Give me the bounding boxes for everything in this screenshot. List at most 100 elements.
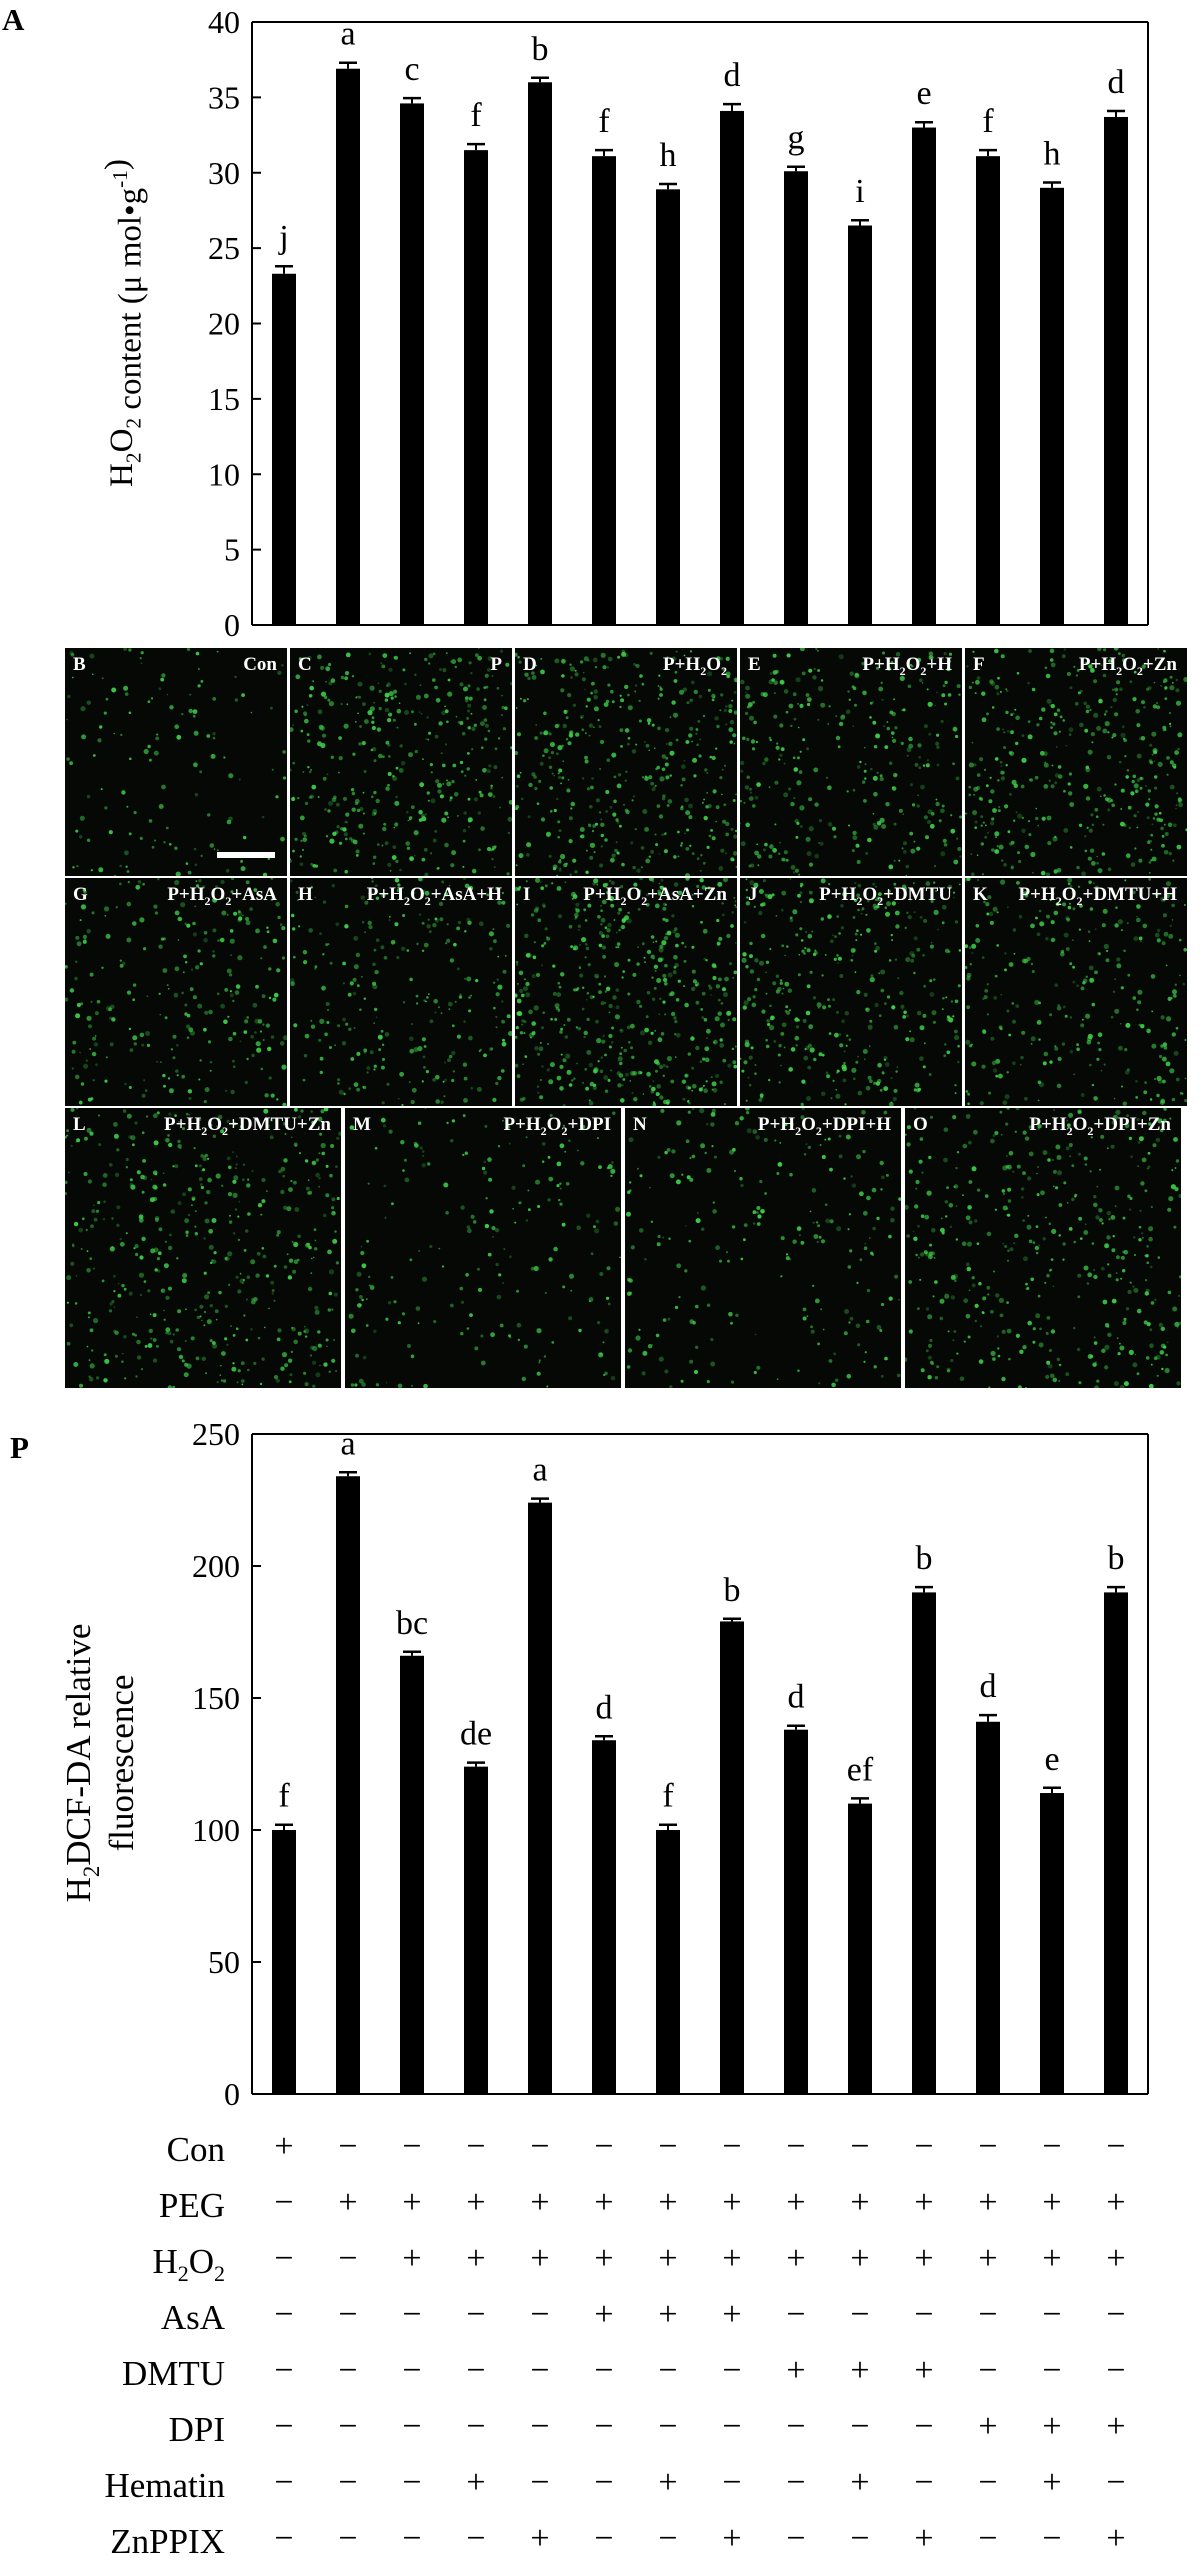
y-tick-label: 35 bbox=[208, 79, 240, 115]
y-tick-label: 100 bbox=[192, 1812, 240, 1848]
y-tick-label: 40 bbox=[208, 4, 240, 40]
micrograph-label: P+H2O2+DPI bbox=[503, 1114, 611, 1138]
treatment-sign: + bbox=[1042, 2464, 1062, 2501]
fluorescence-dots bbox=[348, 1108, 621, 1388]
treatment-sign: − bbox=[914, 2296, 934, 2333]
treatment-sign: + bbox=[658, 2296, 678, 2333]
micrograph-e: E P+H2O2+H bbox=[740, 648, 962, 876]
treatment-sign: + bbox=[850, 2240, 870, 2277]
treatment-sign: − bbox=[658, 2408, 678, 2445]
y-tick-label: 30 bbox=[208, 155, 240, 191]
treatment-sign: − bbox=[1106, 2464, 1126, 2501]
micrograph-letter: B bbox=[73, 654, 86, 675]
treatment-sign: − bbox=[722, 2128, 742, 2165]
significance-letter: h bbox=[660, 137, 677, 174]
micrograph-b: B Con bbox=[65, 648, 287, 876]
treatment-sign: + bbox=[1106, 2408, 1126, 2445]
treatment-sign: + bbox=[658, 2240, 678, 2277]
significance-letter: d bbox=[724, 57, 741, 94]
y-tick-label: 5 bbox=[224, 532, 240, 568]
bar-p-h2o2-asa bbox=[592, 156, 616, 626]
treatment-name-dpi: DPI bbox=[168, 2410, 225, 2449]
treatment-sign: − bbox=[466, 2128, 486, 2165]
treatment-sign: − bbox=[658, 2352, 678, 2389]
treatment-sign: − bbox=[594, 2408, 614, 2445]
bar-p-h2o2-zn bbox=[528, 82, 552, 626]
y-tick-label: 0 bbox=[224, 607, 240, 640]
treatment-sign: − bbox=[274, 2520, 294, 2557]
micrograph-label: P+H2O2+DMTU+H bbox=[1018, 884, 1177, 908]
y-tick-label: 25 bbox=[208, 230, 240, 266]
panel-tag-a: A bbox=[2, 2, 25, 37]
fluorescence-dots bbox=[290, 878, 512, 1106]
treatment-sign: − bbox=[914, 2408, 934, 2445]
micrograph-label: Con bbox=[243, 654, 277, 675]
bar-p-h2o2 bbox=[400, 103, 424, 625]
fluorescence-dots bbox=[965, 648, 1187, 876]
micrograph-g: G P+H2O2+AsA bbox=[65, 878, 287, 1106]
treatment-sign: − bbox=[338, 2520, 358, 2557]
treatment-sign: − bbox=[530, 2352, 550, 2389]
treatment-sign: + bbox=[530, 2520, 550, 2557]
significance-letter: d bbox=[596, 1689, 613, 1726]
micrograph-letter: D bbox=[523, 654, 537, 675]
treatment-sign: − bbox=[274, 2184, 294, 2221]
bar-p-h2o2-dmtu-zn bbox=[912, 127, 936, 626]
treatment-sign: + bbox=[466, 2240, 486, 2277]
treatment-sign: − bbox=[1106, 2128, 1126, 2165]
fluorescence-dots bbox=[65, 1108, 341, 1388]
treatment-sign: − bbox=[786, 2128, 806, 2165]
treatment-sign: + bbox=[594, 2184, 614, 2221]
treatment-sign: − bbox=[786, 2296, 806, 2333]
treatment-sign: + bbox=[850, 2464, 870, 2501]
treatment-name-peg: PEG bbox=[158, 2186, 225, 2225]
treatment-sign: − bbox=[594, 2352, 614, 2389]
micrograph-label: P+H2O2+H bbox=[862, 654, 952, 678]
bar-p-h2o2-asa-zn bbox=[720, 1621, 744, 2094]
treatment-sign: − bbox=[658, 2128, 678, 2165]
bar-p-h2o2-dpi bbox=[976, 156, 1000, 626]
panel-tag-p: P bbox=[10, 1430, 29, 1465]
fluorescence-dots bbox=[66, 648, 287, 876]
significance-letter: de bbox=[460, 1716, 492, 1753]
bar-p-h2o2-dmtu-zn bbox=[912, 1592, 936, 2094]
treatment-sign: − bbox=[274, 2464, 294, 2501]
treatment-sign: + bbox=[722, 2520, 742, 2557]
treatment-sign: − bbox=[338, 2128, 358, 2165]
treatment-sign: − bbox=[338, 2240, 358, 2277]
micrograph-letter: G bbox=[73, 884, 88, 905]
significance-letter: bc bbox=[396, 1605, 428, 1642]
treatment-sign: + bbox=[658, 2184, 678, 2221]
treatment-sign: − bbox=[914, 2464, 934, 2501]
treatment-sign: − bbox=[850, 2520, 870, 2557]
treatment-sign: − bbox=[1106, 2352, 1126, 2389]
micrograph-label: P+H2O2+DMTU+Zn bbox=[164, 1114, 331, 1138]
treatment-sign: + bbox=[1106, 2520, 1126, 2557]
treatment-sign: + bbox=[1106, 2184, 1126, 2221]
y-tick-label: 0 bbox=[224, 2076, 240, 2110]
treatment-sign: − bbox=[722, 2464, 742, 2501]
treatment-sign: − bbox=[466, 2352, 486, 2389]
significance-letter: g bbox=[788, 120, 805, 157]
micrograph-label: P+H2O2+AsA bbox=[167, 884, 277, 908]
treatment-sign: − bbox=[338, 2352, 358, 2389]
treatment-sign: + bbox=[1042, 2408, 1062, 2445]
y-tick-label: 50 bbox=[208, 1944, 240, 1980]
bar-p-h2o2-dmtu-h bbox=[848, 1803, 872, 2094]
micrograph-letter: N bbox=[633, 1114, 647, 1135]
treatment-sign: − bbox=[402, 2352, 422, 2389]
significance-letter: h bbox=[1044, 136, 1061, 173]
fluorescence-dots bbox=[65, 878, 287, 1106]
treatment-sign: + bbox=[850, 2352, 870, 2389]
bar-p-h2o2-h bbox=[464, 1766, 488, 2094]
fluorescence-dots bbox=[965, 878, 1187, 1106]
micrograph-label: P bbox=[490, 654, 502, 675]
y-axis-label: H2O2 content (μ mol•g-1) bbox=[99, 159, 148, 487]
micrograph-letter: O bbox=[913, 1114, 928, 1135]
micrograph-l: L P+H2O2+DMTU+Zn bbox=[65, 1108, 341, 1388]
micrograph-label: P+H2O2+DPI+Zn bbox=[1029, 1114, 1171, 1138]
micrograph-label: P+H2O2+DMTU bbox=[819, 884, 952, 908]
micrograph-d: D P+H2O2 bbox=[515, 648, 737, 876]
treatment-sign: − bbox=[914, 2128, 934, 2165]
